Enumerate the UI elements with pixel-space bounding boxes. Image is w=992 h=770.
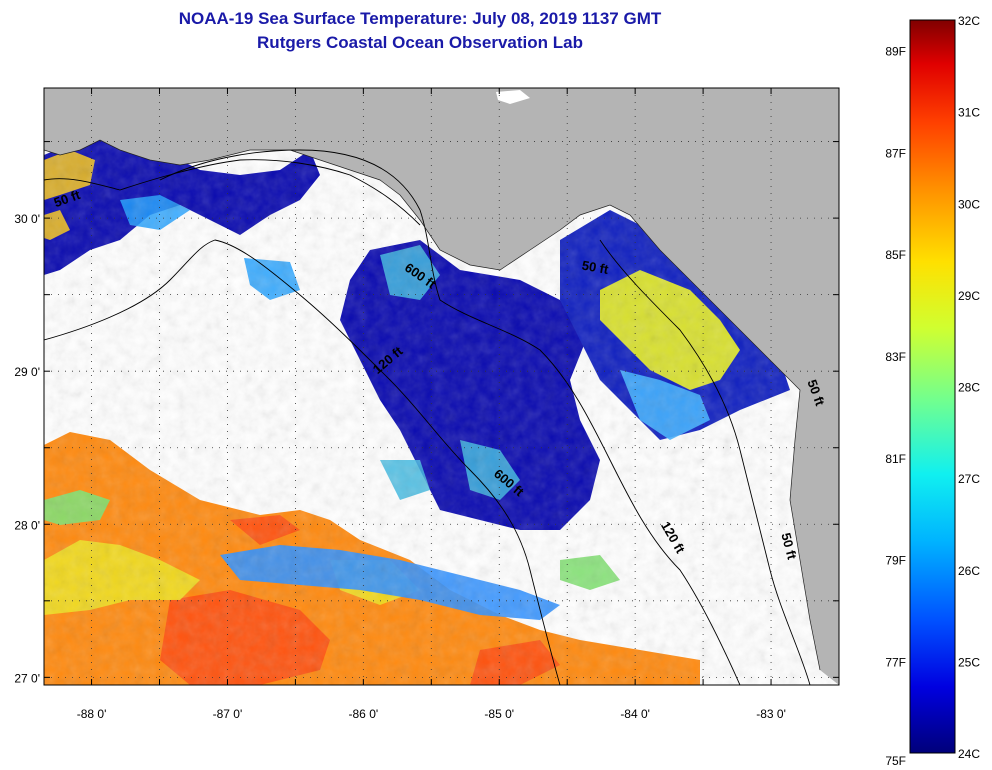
map-frame [43,87,840,686]
coastline [44,139,821,671]
sst-texture [44,88,839,685]
colorbar-celsius-label: 30C [958,197,980,211]
chart-title: NOAA-19 Sea Surface Temperature: July 08… [178,9,662,28]
colorbar-fahrenheit-labels: 89F 87F 85F 83F 81F 79F 77F 75F [885,45,906,768]
colorbar-fahrenheit-label: 77F [885,655,906,669]
colorbar-celsius-labels: 32C 31C 30C 29C 28C 27C 26C 25C 24C [958,14,980,761]
depth-contours [44,149,811,685]
map-axes: -88 0' -87 0' -86 0' -85 0' -84 0' -83 0' 27 0… [14,88,840,721]
lon-tick-label: -84 0' [620,707,650,721]
colorbar-fahrenheit-label: 75F [885,754,906,768]
contour-line-50ft-west [44,159,421,226]
graticule [44,88,839,685]
lat-tick-label: 28 0' [14,518,40,532]
chart-subtitle: Rutgers Coastal Ocean Observation Lab [257,33,583,52]
contour-line-600ft [44,239,561,685]
lat-tick-label: 30 0' [14,212,40,226]
colorbar-celsius-label: 28C [958,381,980,395]
colorbar-gradient [909,19,956,754]
lon-tick-label: -86 0' [349,707,379,721]
lon-tick-label: -87 0' [213,707,243,721]
lon-tick-label: -83 0' [756,707,786,721]
contour-label: 50 ft [778,531,800,561]
colorbar-celsius-label: 24C [958,747,980,761]
colorbar-fahrenheit-label: 79F [885,554,906,568]
colorbar-fahrenheit-label: 85F [885,248,906,262]
colorbar: 32C 31C 30C 29C 28C 27C 26C 25C 24C 89F 87F 85F 83F… [885,14,980,768]
colorbar-fahrenheit-label: 89F [885,45,906,59]
land-top-edge-detail [496,90,530,104]
contour-label: 50 ft [581,258,611,278]
lat-tick-label: 27 0' [14,671,40,685]
colorbar-fahrenheit-label: 87F [885,146,906,160]
lon-tick-label: -88 0' [77,707,107,721]
lon-tick-label: -85 0' [484,707,514,721]
colorbar-fahrenheit-label: 83F [885,350,906,364]
lat-tick-label: 29 0' [14,365,40,379]
colorbar-celsius-label: 31C [958,106,980,120]
colorbar-celsius-label: 32C [958,14,980,28]
colorbar-fahrenheit-label: 81F [885,452,906,466]
colorbar-celsius-label: 29C [958,289,980,303]
colorbar-celsius-label: 27C [958,472,980,486]
land-mass [44,88,839,685]
map-area [44,88,839,685]
colorbar-celsius-label: 25C [958,655,980,669]
contour-line-120ft [159,149,741,685]
colorbar-celsius-label: 26C [958,564,980,578]
contour-line-50ft-east [599,239,811,685]
